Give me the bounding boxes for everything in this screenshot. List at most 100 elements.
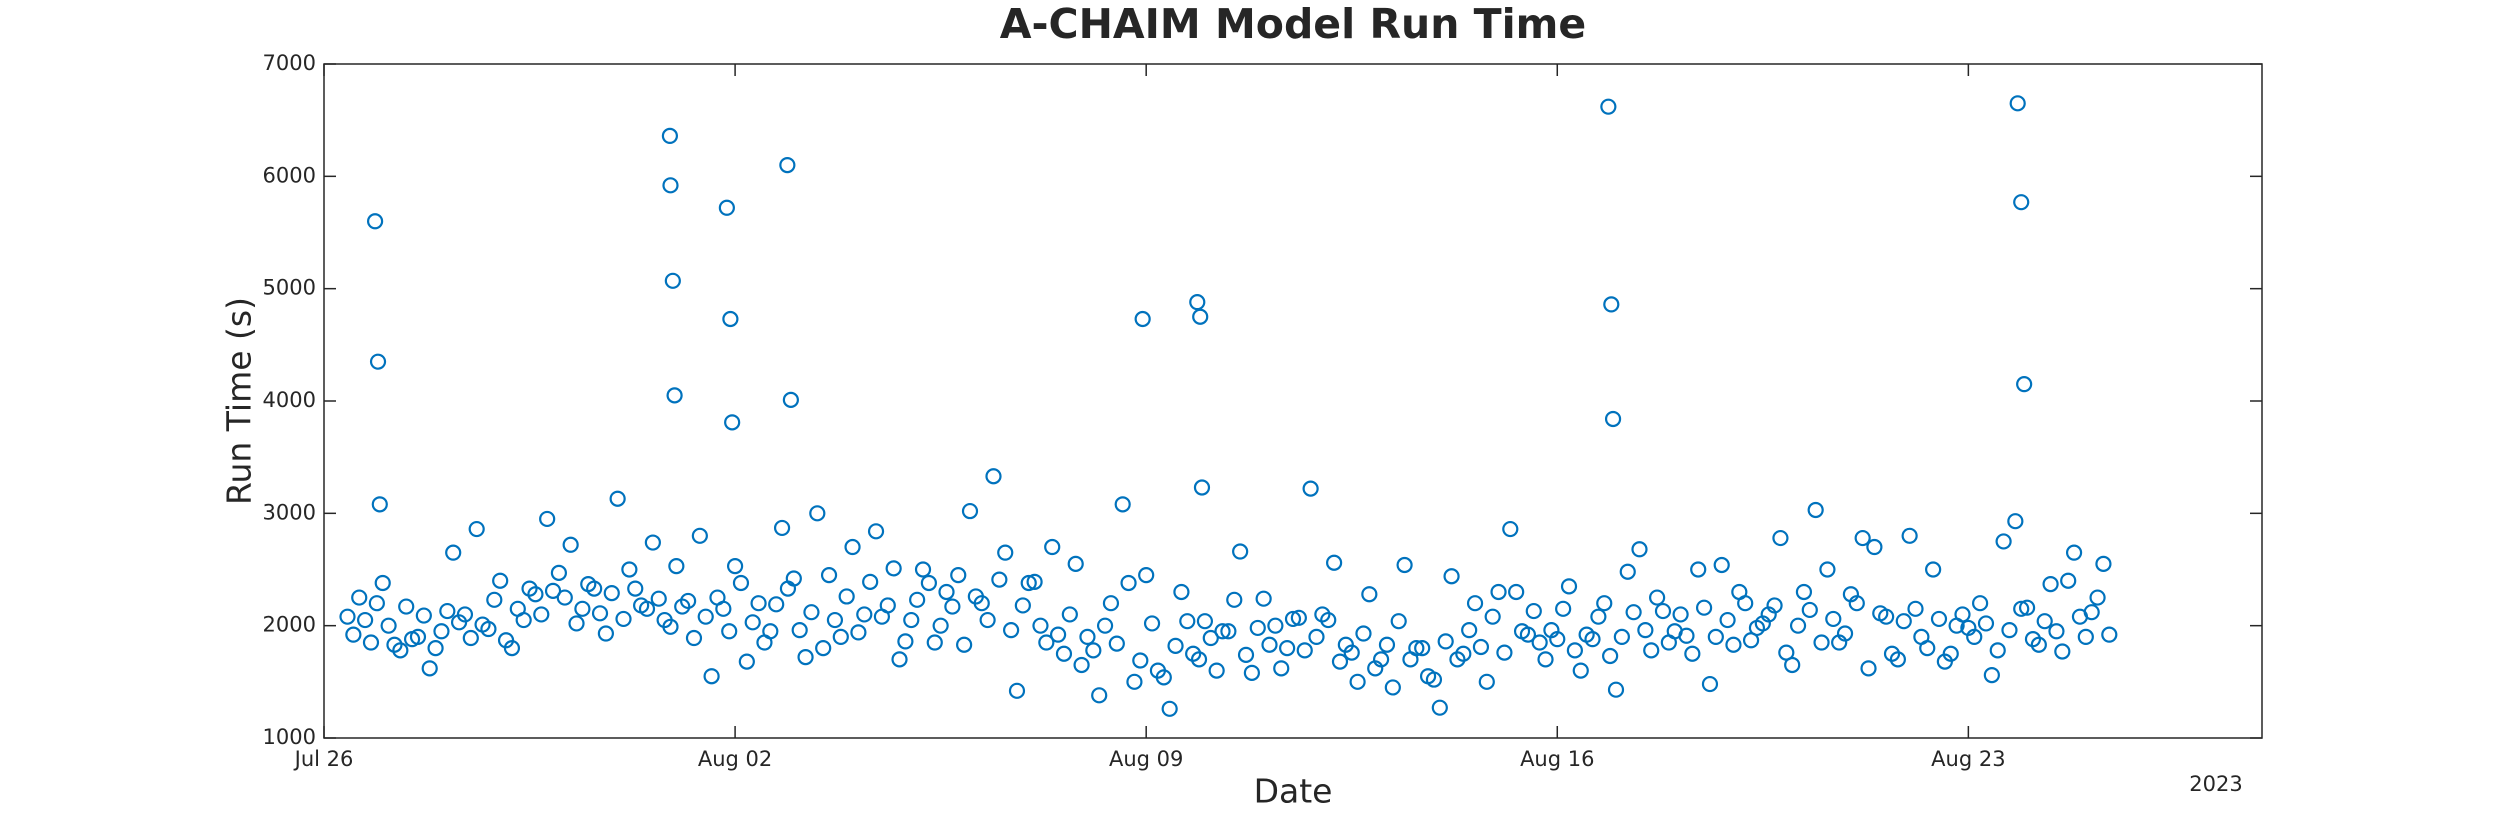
point <box>1895 613 1912 630</box>
point <box>1179 613 1196 630</box>
y-axis-label: Run Time (s) <box>220 297 259 505</box>
point <box>1085 642 1102 659</box>
point <box>674 598 691 615</box>
point <box>1466 595 1484 612</box>
point <box>2065 544 2083 561</box>
point <box>1725 636 1742 653</box>
point <box>1731 583 1748 601</box>
point <box>791 622 808 639</box>
point <box>1901 527 1918 544</box>
point <box>433 623 450 640</box>
point <box>867 523 885 540</box>
point <box>627 580 644 597</box>
y-tick-label: 6000 <box>263 163 316 187</box>
point <box>550 564 568 581</box>
point <box>1173 583 1190 601</box>
point <box>997 544 1014 561</box>
point <box>1126 673 1143 690</box>
point <box>1189 294 1206 311</box>
point <box>2054 643 2071 660</box>
point <box>668 558 685 575</box>
point <box>351 589 368 606</box>
point <box>468 520 485 538</box>
point <box>644 534 661 551</box>
y-tick-label: 5000 <box>263 276 316 300</box>
point <box>2013 194 2030 211</box>
point <box>1008 682 1026 699</box>
point <box>838 588 855 605</box>
point <box>1508 583 1525 601</box>
point <box>1020 574 1037 592</box>
point <box>662 177 679 194</box>
point <box>1643 642 1660 659</box>
point <box>1660 634 1677 651</box>
point <box>1819 561 1836 578</box>
point <box>961 502 979 520</box>
point <box>726 558 744 575</box>
point <box>1836 625 1854 642</box>
point <box>1742 632 1760 649</box>
point <box>1202 629 1219 647</box>
point <box>1995 533 2012 550</box>
point <box>1402 651 1419 668</box>
point <box>732 574 750 592</box>
point <box>1193 479 1211 496</box>
point <box>1326 554 1343 571</box>
point <box>1390 613 1407 630</box>
point <box>1267 617 1284 634</box>
point <box>826 611 844 629</box>
point <box>1807 501 1824 519</box>
point <box>439 602 456 620</box>
point <box>1713 556 1730 574</box>
point <box>1208 662 1225 679</box>
point <box>597 625 614 642</box>
point <box>1484 608 1501 625</box>
point <box>544 582 562 599</box>
point <box>1603 296 1620 313</box>
point <box>1907 600 1924 617</box>
point <box>1972 595 1989 612</box>
x-tick-label: Aug 23 <box>1931 747 2005 771</box>
point <box>1120 574 1137 592</box>
point <box>1331 653 1349 670</box>
point <box>756 634 773 651</box>
point <box>1825 610 1842 628</box>
point <box>885 560 902 577</box>
point <box>486 591 503 608</box>
point <box>2018 599 2036 616</box>
point <box>920 574 937 592</box>
point <box>415 607 432 624</box>
point <box>562 536 579 553</box>
point <box>1096 617 1114 634</box>
point <box>1461 622 1478 639</box>
point <box>1038 634 1055 651</box>
point <box>1284 610 1302 628</box>
point <box>1602 647 1619 665</box>
point <box>1625 604 1642 621</box>
point <box>1437 633 1454 650</box>
point <box>1619 563 1636 580</box>
point <box>897 633 914 650</box>
point <box>909 591 926 608</box>
point <box>1091 687 1108 704</box>
point <box>1161 700 1178 717</box>
point <box>1296 642 1313 659</box>
point <box>1349 673 1366 690</box>
point <box>474 616 491 633</box>
point <box>1719 611 1736 629</box>
point <box>1578 626 1595 643</box>
point <box>967 588 984 605</box>
point <box>718 199 735 216</box>
point <box>1232 543 1249 560</box>
point <box>574 600 591 617</box>
point <box>1866 538 1883 556</box>
point <box>797 649 814 666</box>
point <box>782 391 799 408</box>
point <box>1604 410 1622 428</box>
point <box>1701 675 1719 693</box>
point <box>1607 681 1625 698</box>
point <box>1930 610 1948 628</box>
point <box>985 468 1002 485</box>
point <box>1003 622 1020 639</box>
point <box>1067 555 1084 572</box>
